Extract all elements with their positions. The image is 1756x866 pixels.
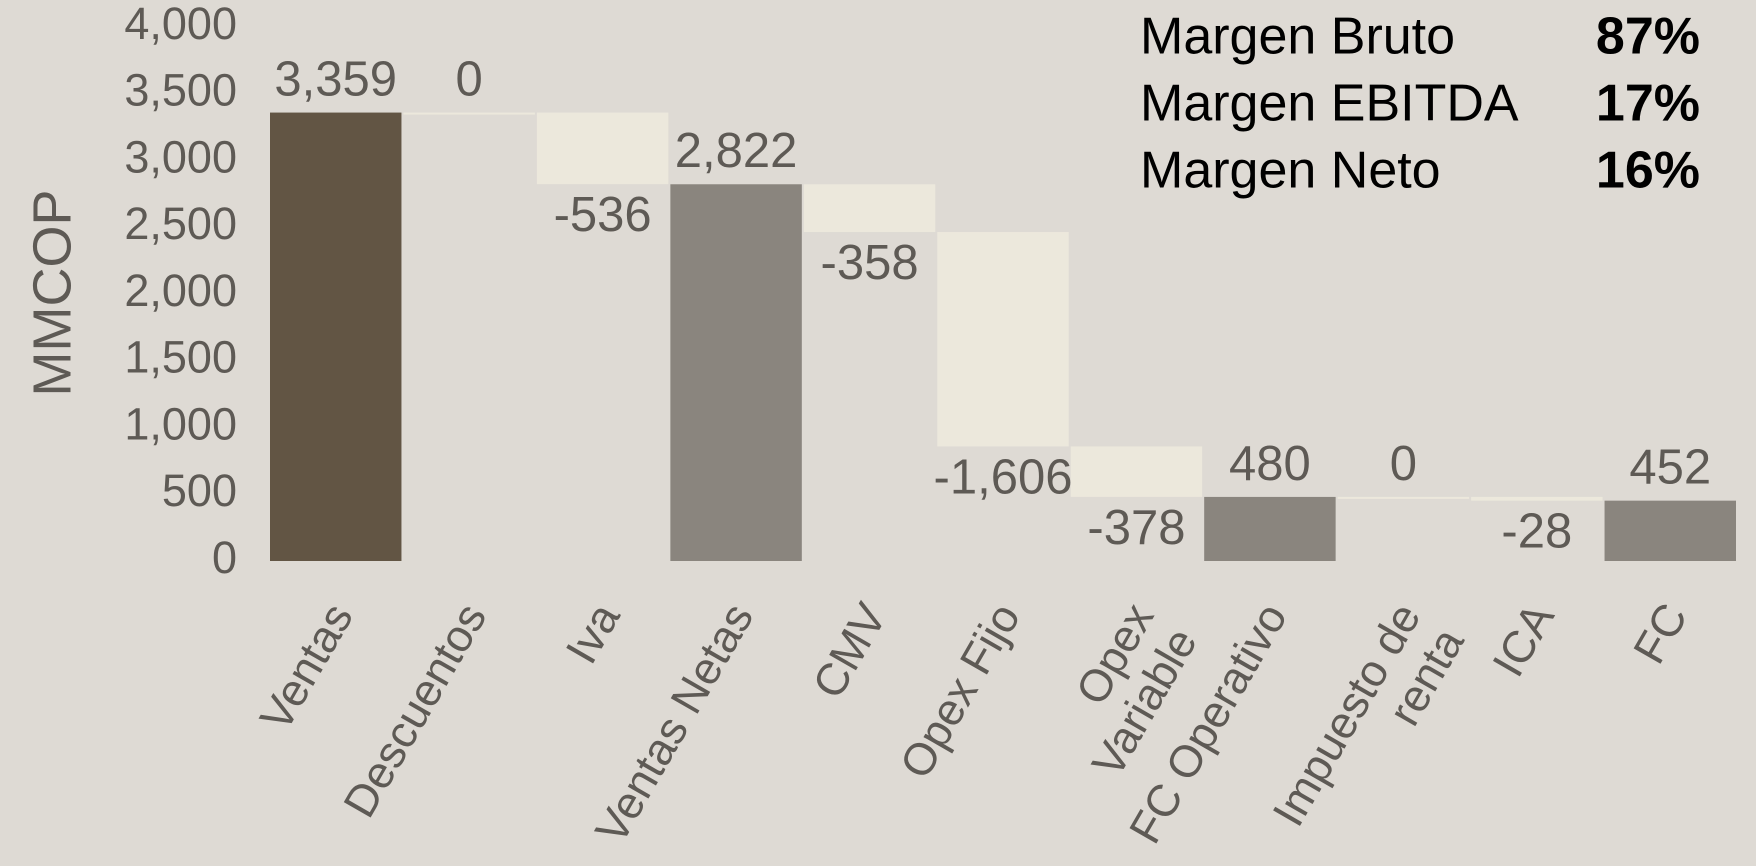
value-label: -358 [821, 236, 919, 290]
value-label: 0 [1390, 437, 1417, 491]
bar [1204, 496, 1336, 561]
y-tick-label: 1,000 [124, 398, 237, 449]
value-label: -378 [1087, 501, 1185, 555]
margin-value: 17% [1596, 75, 1700, 133]
margin-label: Margen Bruto [1140, 8, 1455, 66]
bar [1471, 496, 1603, 501]
y-tick-label: 3,000 [124, 131, 237, 182]
value-label: 452 [1629, 441, 1711, 495]
margin-value: 87% [1596, 8, 1700, 66]
value-label: 2,822 [675, 124, 798, 178]
x-tick-label: Opex Fijo [890, 594, 1030, 786]
x-tick-label: Ventas [250, 594, 363, 739]
value-label: -28 [1501, 505, 1572, 559]
y-tick-label: 2,000 [124, 265, 237, 316]
x-tick-label: FC [1623, 594, 1697, 671]
bar [1070, 446, 1203, 497]
bar [1337, 496, 1470, 499]
bar [1604, 500, 1736, 561]
y-tick-label: 0 [212, 532, 237, 583]
x-tick-label: Impuesto derenta [1262, 594, 1474, 860]
margin-label: Margen EBITDA [1140, 75, 1519, 133]
x-tick-label: Descuentos [333, 594, 496, 825]
bar [270, 112, 402, 562]
margin-label: Margen Neto [1140, 142, 1441, 200]
y-tick-label: 2,500 [124, 198, 237, 249]
bar [803, 184, 936, 233]
y-tick-label: 1,500 [124, 332, 237, 383]
value-label: 3,359 [274, 53, 397, 107]
x-tick-label: CMV [802, 594, 896, 706]
bar [937, 232, 1069, 447]
value-label: -1,606 [934, 450, 1073, 504]
bar [536, 112, 669, 185]
margin-value: 16% [1596, 142, 1700, 200]
bar [670, 184, 802, 561]
y-axis-label: MMCOP [22, 190, 82, 397]
x-tick-label: ICA [1482, 594, 1564, 684]
y-tick-label: 4,000 [124, 0, 237, 49]
x-tick-label: Iva [555, 594, 630, 672]
y-tick-label: 3,500 [124, 65, 237, 116]
value-label: -536 [554, 188, 652, 242]
y-tick-label: 500 [162, 465, 237, 516]
value-label: 0 [456, 53, 483, 107]
value-label: 480 [1229, 437, 1311, 491]
bar [403, 112, 535, 115]
